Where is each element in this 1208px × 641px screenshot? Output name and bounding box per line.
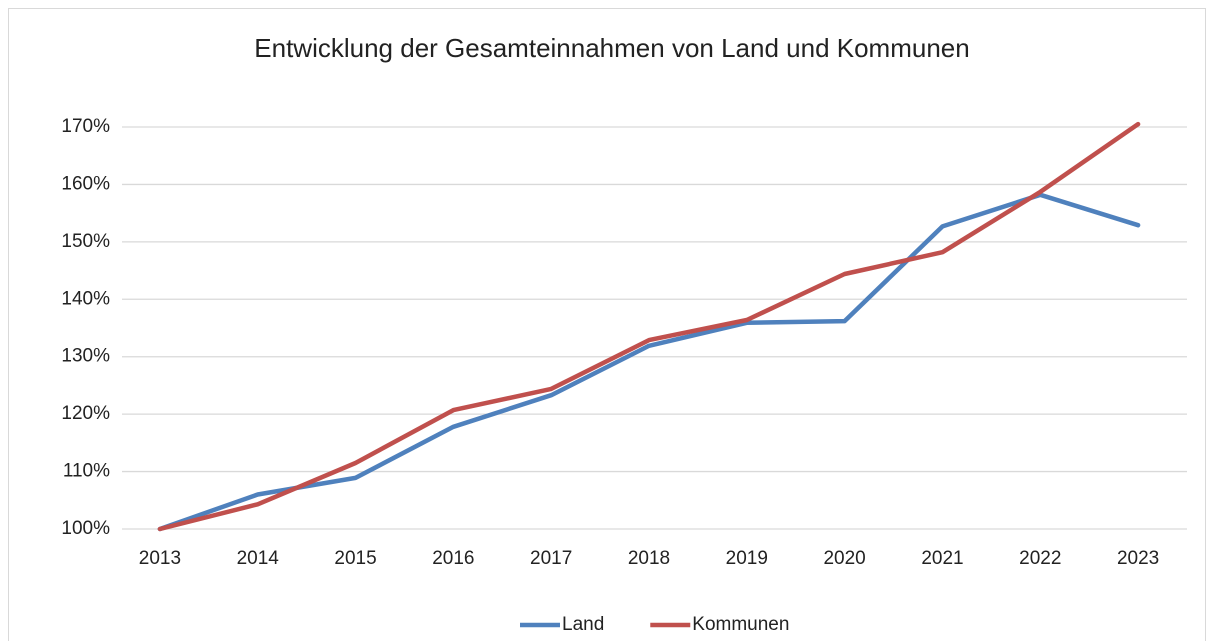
y-tick-label: 150% <box>61 231 110 252</box>
x-tick-label: 2018 <box>628 548 670 569</box>
legend-label: Land <box>562 614 604 635</box>
y-tick-label: 110% <box>63 461 110 482</box>
chart-title: Entwicklung der Gesamteinnahmen von Land… <box>254 33 969 63</box>
x-tick-label: 2022 <box>1019 548 1061 569</box>
y-tick-label: 140% <box>61 288 110 309</box>
x-tick-label: 2019 <box>726 548 768 569</box>
x-tick-label: 2015 <box>334 548 376 569</box>
y-tick-label: 170% <box>61 116 110 137</box>
series-line <box>157 121 1141 532</box>
y-tick-label: 100% <box>61 518 110 539</box>
x-tick-label: 2021 <box>921 548 963 569</box>
x-tick-label: 2013 <box>139 548 181 569</box>
x-tick-label: 2020 <box>823 548 865 569</box>
x-tick-label: 2016 <box>432 548 474 569</box>
x-tick-label: 2014 <box>237 548 280 569</box>
legend-label: Kommunen <box>692 614 789 635</box>
y-tick-label: 120% <box>61 403 110 424</box>
y-tick-label: 160% <box>61 173 110 194</box>
x-tick-label: 2017 <box>530 548 572 569</box>
chart-border <box>8 8 1206 641</box>
x-tick-label: 2023 <box>1117 548 1159 569</box>
y-tick-label: 130% <box>61 346 110 367</box>
series-line <box>157 192 1141 532</box>
